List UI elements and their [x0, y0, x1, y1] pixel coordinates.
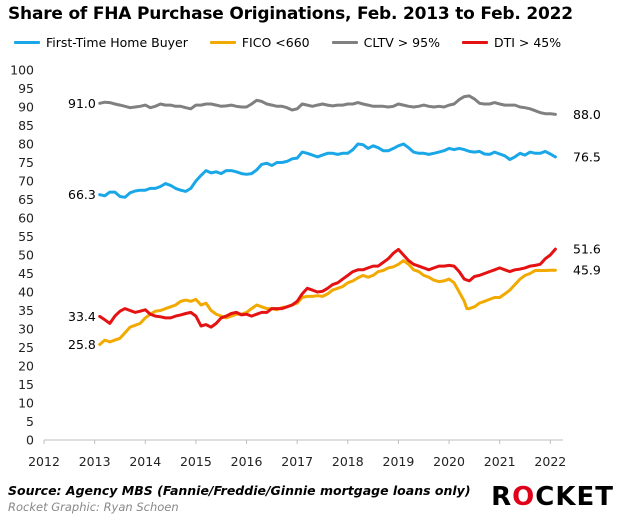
x-tick-label: 2020: [433, 454, 465, 469]
legend-swatch-dti: [461, 41, 488, 44]
y-tick-label: 40: [18, 285, 34, 300]
y-tick-label: 85: [18, 118, 34, 133]
y-tick-label: 50: [18, 248, 34, 263]
legend-item-fico: FICO <660: [209, 35, 310, 50]
x-tick-label: 2021: [484, 454, 516, 469]
legend-label-cltv: CLTV > 95%: [363, 35, 440, 50]
end-value-label-fico-660: 45.9: [573, 263, 601, 278]
y-tick-label: 10: [18, 396, 34, 411]
legend-swatch-first-time-home-buyer: [14, 41, 40, 44]
y-tick-label: 20: [18, 359, 34, 374]
legend-label-fico: FICO <660: [241, 35, 310, 50]
y-tick-label: 35: [18, 303, 34, 318]
end-value-label-cltv-95: 88.0: [573, 107, 601, 122]
start-value-label-cltv-95: 91.0: [68, 96, 96, 111]
y-tick-label: 90: [18, 100, 34, 115]
y-tick-label: 75: [18, 155, 34, 170]
series-line-first-time-home-buyer: [98, 142, 557, 199]
series-line-dti-45: [98, 247, 557, 329]
y-tick-label: 15: [18, 377, 34, 392]
y-tick-label: 70: [18, 174, 34, 189]
legend-label-dti: DTI > 45%: [493, 35, 562, 50]
end-value-label-first-time-home-buyer: 76.5: [573, 149, 601, 164]
chart-legend: First-Time Home Buyer FICO <660 CLTV > 9…: [14, 35, 561, 50]
source-note: Source: Agency MBS (Fannie/Freddie/Ginni…: [8, 483, 471, 498]
y-tick-label: 95: [18, 81, 34, 96]
y-tick-label: 55: [18, 229, 34, 244]
chart-axes: 0 5 10 15 20 25 30 35 40 45 50 55 60 65 70 75 80 85 90 95 10…: [10, 63, 566, 470]
y-tick-label: 5: [26, 414, 34, 429]
graphic-credit: Rocket Graphic: Ryan Schoen: [8, 500, 179, 514]
x-tick-label: 2017: [281, 454, 313, 469]
chart-title: Share of FHA Purchase Originations, Feb.…: [8, 4, 573, 24]
x-tick-label: 2022: [534, 454, 566, 469]
y-tick-label: 25: [18, 340, 34, 355]
y-tick-label: 45: [18, 266, 34, 281]
y-tick-label: 60: [18, 211, 34, 226]
start-value-label-first-time-home-buyer: 66.3: [68, 187, 96, 202]
legend-item-dti: DTI > 45%: [461, 35, 562, 50]
chart-value-labels: 66.3 76.5 25.8 45.9 91.0 88.0 33.4 51.6: [68, 96, 601, 352]
x-tick-label: 2019: [383, 454, 415, 469]
line-chart: 0 5 10 15 20 25 30 35 40 45 50 55 60 65 70 75 80 85 90 95 10…: [10, 63, 601, 470]
chart-series-lines: [98, 94, 557, 346]
x-tick-label: 2012: [28, 454, 60, 469]
y-tick-label: 30: [18, 322, 34, 337]
legend-item-first-time-home-buyer: First-Time Home Buyer: [14, 35, 188, 50]
x-tick-label: 2018: [332, 454, 364, 469]
end-value-label-dti-45: 51.6: [573, 242, 601, 257]
legend-item-cltv: CLTV > 95%: [331, 35, 440, 50]
x-tick-label: 2014: [129, 454, 161, 469]
start-value-label-dti-45: 33.4: [68, 309, 96, 324]
y-tick-label: 0: [26, 433, 34, 448]
y-tick-label: 80: [18, 137, 34, 152]
x-tick-label: 2016: [231, 454, 263, 469]
legend-swatch-cltv: [331, 41, 358, 44]
rocket-logo: ROCKET: [491, 482, 614, 512]
y-tick-label: 65: [18, 192, 34, 207]
x-tick-label: 2013: [79, 454, 111, 469]
legend-swatch-fico: [209, 41, 236, 44]
x-tick-label: 2015: [180, 454, 212, 469]
series-line-cltv-95: [98, 94, 557, 116]
series-line-fico-660: [98, 259, 557, 346]
start-value-label-fico-660: 25.8: [68, 337, 96, 352]
y-tick-label: 100: [10, 63, 34, 78]
legend-label-first-time-home-buyer: First-Time Home Buyer: [46, 35, 188, 50]
